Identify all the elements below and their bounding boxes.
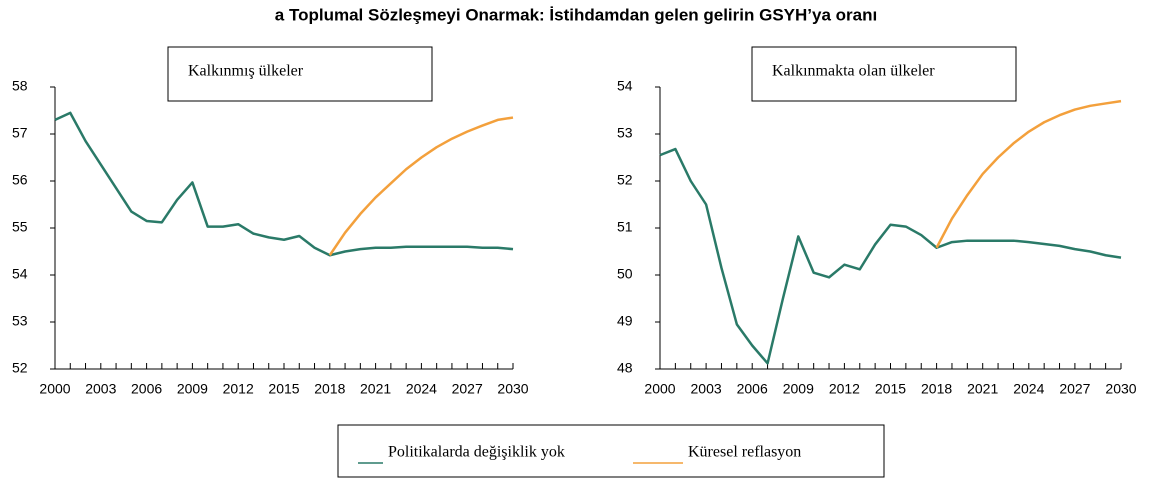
x-tick-label: 2030: [1105, 381, 1136, 397]
legend-label: Politikalarda değişiklik yok: [388, 444, 565, 461]
series-line: [659, 147, 1122, 365]
page-title: a Toplumal Sözleşmeyi Onarmak: İstihdamd…: [275, 5, 877, 24]
x-tick-label: 2027: [1059, 381, 1090, 397]
x-tick-label: 2027: [452, 381, 483, 397]
label-box: [751, 46, 1017, 102]
y-tick-label: 49: [617, 313, 633, 329]
series-line: [328, 116, 514, 256]
x-tick-label: 2006: [737, 381, 768, 397]
x-tick-label: 2003: [85, 381, 116, 397]
y-tick-label: 57: [12, 125, 28, 141]
y-tick-label: 54: [617, 78, 633, 94]
x-tick-label: 2030: [497, 381, 528, 397]
y-tick-label: 55: [12, 219, 28, 235]
y-tick-label: 53: [617, 125, 633, 141]
y-tick-label: 50: [617, 266, 633, 282]
x-tick-label: 2000: [644, 381, 675, 397]
x-tick-label: 2024: [406, 381, 437, 397]
chart-label: Kalkınmakta olan ülkeler: [772, 63, 935, 80]
x-tick-label: 2018: [314, 381, 345, 397]
x-tick-label: 2012: [829, 381, 860, 397]
y-tick-label: 52: [12, 360, 28, 376]
y-tick-label: 53: [12, 313, 28, 329]
y-tick-label: 52: [617, 172, 633, 188]
series-line: [54, 111, 514, 257]
x-tick-label: 2009: [783, 381, 814, 397]
x-tick-label: 2015: [875, 381, 906, 397]
x-tick-label: 2015: [268, 381, 299, 397]
legend-label: Küresel reflasyon: [688, 444, 801, 461]
chart-label: Kalkınmış ülkeler: [188, 63, 304, 80]
x-tick-label: 2018: [921, 381, 952, 397]
x-tick-label: 2003: [691, 381, 722, 397]
legend-box: [337, 424, 885, 478]
y-tick-label: 56: [12, 172, 28, 188]
y-tick-label: 58: [12, 78, 28, 94]
x-tick-label: 2000: [39, 381, 70, 397]
x-tick-label: 2021: [360, 381, 391, 397]
series-line: [935, 99, 1122, 249]
x-tick-label: 2012: [223, 381, 254, 397]
x-tick-label: 2021: [967, 381, 998, 397]
y-tick-label: 51: [617, 219, 633, 235]
x-tick-label: 2024: [1013, 381, 1044, 397]
y-tick-label: 54: [12, 266, 28, 282]
label-box: [167, 46, 433, 102]
y-tick-label: 48: [617, 360, 633, 376]
x-tick-label: 2006: [131, 381, 162, 397]
x-tick-label: 2009: [177, 381, 208, 397]
